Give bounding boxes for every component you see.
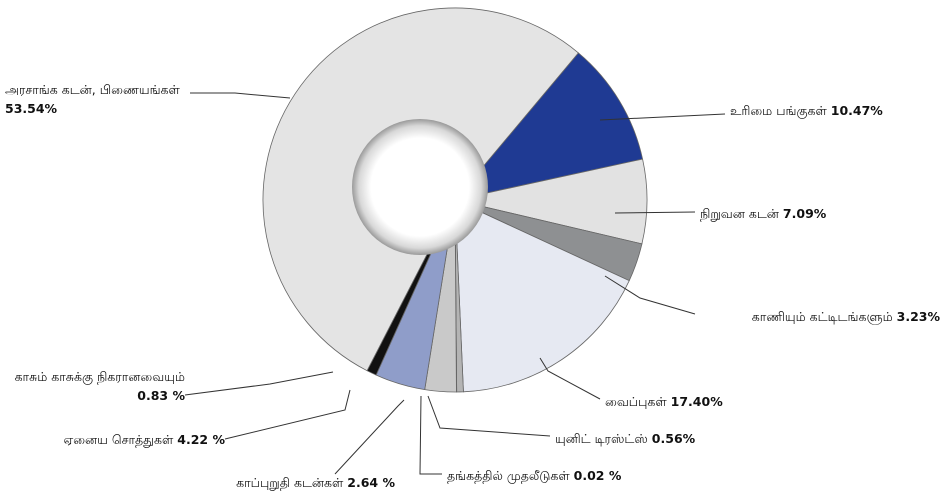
category-name: வைப்புகள் <box>605 394 667 409</box>
leader-line <box>224 389 351 440</box>
value-label: 53.54% <box>5 101 58 116</box>
category-name: யுனிட் டிரஸ்ட்ஸ் <box>555 431 648 446</box>
value-label: 7.09% <box>782 206 827 221</box>
pie-slice <box>453 52 644 201</box>
category-name: காப்புறுதி கடன்கள் <box>236 475 344 490</box>
category-name: தங்கத்தில் முதலீடுகள் <box>447 468 570 483</box>
slice-label: நிறுவன கடன் 7.09% <box>700 204 900 223</box>
value-label: 0.83 % <box>137 388 185 403</box>
slice-label: ஏனைய சொத்துகள் 4.22 % <box>5 430 225 449</box>
value-label: 10.47% <box>830 103 883 118</box>
leader-line <box>190 92 291 99</box>
leader-line <box>539 357 601 400</box>
leader-line <box>427 395 551 437</box>
slice-label: தங்கத்தில் முதலீடுகள் 0.02 % <box>447 466 707 485</box>
leader-line <box>184 371 334 396</box>
slice-label: காப்புறுதி கடன்கள் 2.64 % <box>195 473 395 492</box>
slice-label: யுனிட் டிரஸ்ட்ஸ் 0.56% <box>555 429 775 448</box>
leader-line <box>419 395 442 475</box>
category-name: காணியும் கட்டிடங்களும் <box>751 309 893 324</box>
value-label: 4.22 % <box>177 432 225 447</box>
category-name: ஏனைய சொத்துகள் <box>63 432 174 447</box>
value-label: 3.23% <box>896 309 940 324</box>
slice-label: வைப்புகள் 17.40% <box>605 392 805 411</box>
category-name: நிறுவன கடன் <box>700 206 779 221</box>
value-label: 2.64 % <box>347 475 395 490</box>
category-name: உரிமை பங்குகள் <box>730 103 827 118</box>
pie-slice <box>454 199 630 393</box>
leader-line <box>604 275 696 315</box>
category-name: காசும் காசுக்கு நிகரானவையும் <box>14 369 185 384</box>
value-label: 17.40% <box>670 394 723 409</box>
slice-label: காசும் காசுக்கு நிகரானவையும் 0.83 % <box>5 367 185 405</box>
category-name: அரசாங்க கடன், பிணையங்கள் <box>5 82 180 97</box>
leader-line <box>599 113 726 121</box>
donut-hole <box>352 119 488 255</box>
value-label: 0.56% <box>651 431 696 446</box>
slice-label: காணியும் கட்டிடங்களும் 3.23% <box>700 307 940 326</box>
slice-label: அரசாங்க கடன், பிணையங்கள் 53.54% <box>5 80 185 118</box>
leader-line <box>334 399 405 475</box>
slice-label: உரிமை பங்குகள் 10.47% <box>730 101 944 120</box>
leader-line <box>614 211 696 214</box>
value-label: 0.02 % <box>573 468 622 483</box>
